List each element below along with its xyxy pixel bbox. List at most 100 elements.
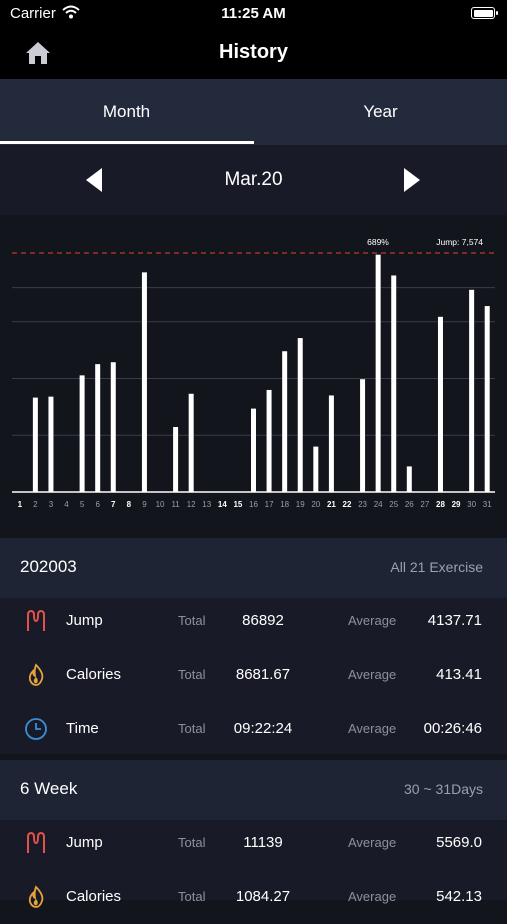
x-tick-label: 22 (343, 500, 352, 509)
x-tick-label: 19 (296, 500, 305, 509)
chart-bar (313, 446, 319, 492)
x-tick-label: 13 (202, 500, 211, 509)
page-title: History (219, 41, 288, 63)
stat-name: Calories (66, 666, 122, 683)
week-summary-title: 6 Week (20, 779, 78, 798)
stat-average-label: Average (348, 721, 397, 736)
chart-bar (95, 364, 101, 492)
stat-row-calories: Calories Total 1084.27 Average 542.13 (0, 870, 507, 924)
chart-bar (266, 389, 272, 492)
month-selector: Mar.20 (0, 145, 507, 215)
stat-total-label: Total (178, 889, 206, 904)
stat-total-value: 09:22:24 (233, 720, 293, 737)
chart-bar (328, 395, 334, 492)
x-tick-label: 3 (49, 500, 54, 509)
month-summary-subtitle: All 21 Exercise (390, 559, 483, 575)
tab-month[interactable]: Month (102, 102, 151, 121)
chart-bar (297, 338, 303, 492)
x-tick-label: 4 (64, 500, 69, 509)
x-tick-label: 2 (33, 500, 38, 509)
x-tick-label: 9 (142, 500, 147, 509)
stat-total-value: 11139 (243, 834, 283, 851)
x-tick-label: 23 (358, 500, 367, 509)
x-tick-label: 6 (95, 500, 100, 509)
x-tick-label: 12 (187, 500, 196, 509)
tab-year[interactable]: Year (363, 102, 398, 121)
chart-bar (141, 272, 147, 492)
chart-bar (251, 408, 256, 492)
x-tick-label: 26 (405, 500, 414, 509)
x-tick-label: 10 (156, 500, 165, 509)
stat-name: Time (66, 720, 99, 737)
chart-bar (375, 254, 381, 492)
reference-percent-label: 689% (367, 237, 389, 247)
next-month-button[interactable] (396, 165, 426, 195)
stat-average-label: Average (348, 613, 397, 628)
tab-selected-indicator (0, 141, 254, 144)
month-summary-list: Jump Total 86892 Average 4137.71 Calorie… (0, 598, 507, 754)
month-summary-header: 202003 All 21 Exercise (0, 538, 507, 598)
stat-average-value: 5569.0 (436, 834, 482, 851)
chart-bar (188, 393, 194, 492)
stat-total-label: Total (178, 613, 206, 628)
x-tick-label: 21 (327, 500, 336, 509)
stat-average-label: Average (348, 667, 397, 682)
status-bar: Carrier 11:25 AM (0, 0, 507, 28)
stat-average-value: 542.13 (436, 888, 482, 905)
stat-average-value: 00:26:46 (423, 720, 482, 737)
carrier-label: Carrier (10, 5, 56, 22)
chart-bar (48, 396, 54, 492)
chart-bar (110, 362, 116, 492)
stat-average-label: Average (348, 835, 397, 850)
home-button[interactable] (24, 40, 52, 66)
x-tick-label: 14 (218, 500, 227, 509)
chart-bar (406, 466, 412, 492)
jump-rope-icon (24, 831, 48, 855)
x-tick-label: 5 (80, 500, 85, 509)
navigation-bar: History (0, 28, 507, 79)
chart-bar (282, 351, 288, 492)
flame-icon (24, 885, 48, 909)
x-tick-label: 20 (311, 500, 320, 509)
chart-bar (469, 289, 475, 492)
stat-total-label: Total (178, 835, 206, 850)
chart-bar (484, 306, 490, 492)
chart-bar (79, 375, 85, 492)
stat-total-label: Total (178, 667, 206, 682)
week-summary-subtitle: 30 ~ 31Days (404, 781, 483, 797)
x-tick-label: 16 (249, 500, 258, 509)
stat-row-jump: Jump Total 86892 Average 4137.71 (0, 594, 507, 648)
status-time: 11:25 AM (221, 5, 286, 22)
x-tick-label: 29 (452, 500, 461, 509)
chart-bar (391, 275, 397, 492)
chart-bar (360, 379, 366, 492)
triangle-right-icon (404, 168, 420, 192)
stat-average-value: 413.41 (436, 666, 482, 683)
triangle-left-icon (86, 168, 102, 192)
stat-row-calories: Calories Total 8681.67 Average 413.41 (0, 648, 507, 702)
reference-value-label: Jump: 7,574 (436, 237, 483, 247)
stat-average-value: 4137.71 (427, 612, 482, 629)
x-tick-label: 17 (265, 500, 274, 509)
period-tabs: Month Year (0, 79, 507, 145)
stat-total-value: 8681.67 (235, 666, 291, 683)
stat-average-label: Average (348, 889, 397, 904)
stat-name: Jump (66, 612, 103, 629)
chart-bar (437, 316, 443, 492)
jump-rope-icon (24, 609, 48, 633)
x-tick-label: 24 (374, 500, 383, 509)
clock-icon (24, 717, 48, 741)
stat-total-label: Total (178, 721, 206, 736)
week-summary-list: Jump Total 11139 Average 5569.0 Calories… (0, 820, 507, 908)
stat-name: Calories (66, 888, 122, 905)
stat-total-value: 1084.27 (235, 888, 291, 905)
month-summary-title: 202003 (20, 557, 77, 576)
flame-icon (24, 663, 48, 687)
stat-row-time: Time Total 09:22:24 Average 00:26:46 (0, 702, 507, 756)
previous-month-button[interactable] (80, 165, 110, 195)
wifi-icon (62, 5, 80, 24)
x-tick-label: 25 (389, 500, 398, 509)
home-icon (26, 42, 50, 64)
x-tick-label: 31 (483, 500, 492, 509)
x-tick-label: 8 (127, 500, 132, 509)
